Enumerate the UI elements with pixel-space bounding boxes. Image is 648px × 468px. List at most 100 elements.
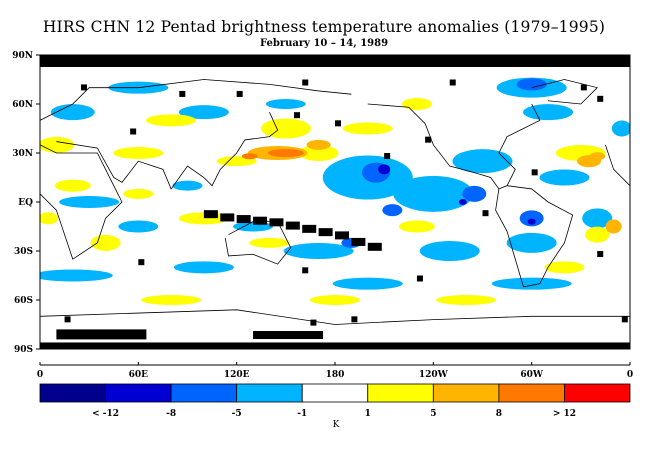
- lat-label: 30S: [14, 247, 33, 257]
- lat-label: 60S: [14, 296, 33, 306]
- lon-label: 180: [326, 370, 345, 380]
- cold-anomaly-light-2: [178, 105, 229, 120]
- cold-anomaly-light-14: [506, 232, 557, 253]
- colorbar-swatch: [236, 383, 303, 403]
- no-data-band-7: [318, 228, 333, 237]
- no-data-cell-12: [531, 169, 538, 176]
- cold-anomaly-light-0: [50, 104, 95, 121]
- warm-anomaly-yellow-13: [141, 295, 202, 305]
- colorbar-label: 1: [365, 409, 371, 419]
- warm-anomaly-yellow-4: [298, 145, 339, 161]
- no-data-cell-20: [64, 316, 71, 323]
- no-data-cell-3: [302, 79, 309, 86]
- chart-subtitle: February 10 – 14, 1989: [259, 38, 389, 49]
- no-data-band-9: [351, 237, 366, 246]
- no-data-south: [40, 342, 630, 349]
- chart-title: HIRS CHN 12 Pentad brightness temperatur…: [42, 18, 606, 36]
- cold-anomaly-blue-3: [516, 78, 547, 91]
- colorbar-swatch: [432, 383, 500, 403]
- no-data-cell-14: [597, 251, 604, 257]
- colorbar: < -12 -8 -5 -1 1 5 8 > 12: [39, 383, 631, 419]
- coast-africa-west: [605, 144, 630, 186]
- no-data-cell-16: [302, 267, 309, 274]
- cold-anomaly-light-9: [539, 169, 590, 186]
- cold-anomaly-blue-4: [382, 204, 403, 217]
- no-data-cell-4: [449, 79, 456, 86]
- cold-anomaly-light-18: [332, 277, 403, 290]
- cold-anomaly-light-17: [173, 261, 234, 274]
- no-data-cell-9: [425, 136, 432, 143]
- no-data-cell-6: [597, 95, 604, 102]
- no-data-band-1: [220, 213, 235, 222]
- coastlines: [40, 79, 630, 325]
- cold-anomaly-light-12: [283, 243, 354, 259]
- colorbar-swatch: [105, 383, 172, 403]
- warm-anomaly-yellow-2: [146, 114, 197, 127]
- warm-anomaly-yellow-14: [310, 295, 360, 305]
- warm-anomaly-yellow-0: [40, 136, 75, 153]
- no-data-cell-19: [351, 316, 358, 323]
- colorbar-label: 8: [496, 409, 502, 419]
- no-data-cell-2: [236, 90, 243, 97]
- colorbar-swatch: [367, 383, 434, 403]
- warm-anomaly-yellow-16: [585, 226, 610, 243]
- warm-anomaly-yellow-17: [544, 261, 585, 274]
- colorbar-label: < -12: [92, 409, 119, 419]
- warm-anomaly-yellow-1: [113, 147, 164, 159]
- lat-label: 90S: [14, 345, 33, 355]
- warm-anomaly-yellow-15: [436, 295, 497, 305]
- warm-anomaly-yellow-18: [398, 220, 435, 233]
- colorbar-swatch: [564, 383, 631, 403]
- no-data-cell-13: [482, 210, 489, 217]
- no-data-band-8: [335, 231, 349, 240]
- lat-label: 30N: [12, 149, 33, 159]
- no-data-band-4: [269, 218, 284, 227]
- cold-anomaly-core-2: [527, 218, 536, 225]
- warm-anomaly-yellow-11: [249, 237, 290, 248]
- coast-eurasia-north: [40, 79, 352, 121]
- lon-label: 120E: [224, 370, 250, 380]
- lon-label: 120W: [419, 370, 449, 380]
- colorbar-swatch: [39, 383, 106, 403]
- coast-asia-south: [56, 112, 279, 190]
- no-data-antarctic-2: [253, 331, 324, 340]
- cold-anomaly-light-11: [118, 220, 159, 233]
- no-data-cell-21: [621, 316, 628, 323]
- no-data-cell-7: [335, 120, 341, 127]
- warm-anomaly-yellow-6: [401, 98, 432, 110]
- warm-anomaly-strong-1: [241, 153, 258, 160]
- warm-anomaly-yellow-20: [40, 212, 59, 225]
- no-data-band-0: [203, 210, 218, 219]
- colorbar-swatch: [301, 383, 369, 403]
- colorbar-label: -1: [297, 409, 307, 419]
- warm-anomaly-yellow-9: [54, 179, 91, 192]
- no-data-north: [40, 55, 630, 67]
- lat-label: EQ: [18, 198, 33, 208]
- no-data-cell-8: [294, 112, 301, 119]
- no-data-cell-17: [416, 275, 423, 282]
- cold-anomaly-light-13: [419, 241, 480, 261]
- latitude-axis: 90N 60N 30N EQ 30S 60S 90S: [12, 51, 40, 355]
- no-data-band-2: [236, 215, 251, 224]
- no-data-cell-15: [138, 259, 145, 266]
- warm-anomaly-yellow-19: [123, 188, 154, 199]
- cold-anomaly-core-1: [458, 199, 467, 205]
- warm-anomaly-orange-3: [605, 219, 622, 234]
- colorbar-label: -8: [166, 409, 176, 419]
- no-data-cell-5: [580, 84, 587, 91]
- cold-anomaly-light-21: [172, 180, 203, 191]
- lon-label: 60W: [520, 370, 544, 380]
- cold-anomaly-light-10: [59, 196, 120, 208]
- no-data-cell-0: [80, 84, 87, 91]
- no-data-cell-11: [130, 128, 137, 135]
- coast-antarctica: [40, 309, 630, 325]
- warm-anomaly-strong-0: [267, 149, 304, 157]
- lat-label: 60N: [12, 100, 33, 110]
- cold-anomaly-blue-1: [462, 185, 487, 202]
- no-data-band-10: [367, 242, 382, 251]
- warm-anomaly-yellow-3: [260, 118, 311, 139]
- colorbar-swatch: [170, 383, 238, 403]
- no-data-cell-10: [384, 153, 391, 159]
- cold-anomaly-light-22: [611, 120, 630, 137]
